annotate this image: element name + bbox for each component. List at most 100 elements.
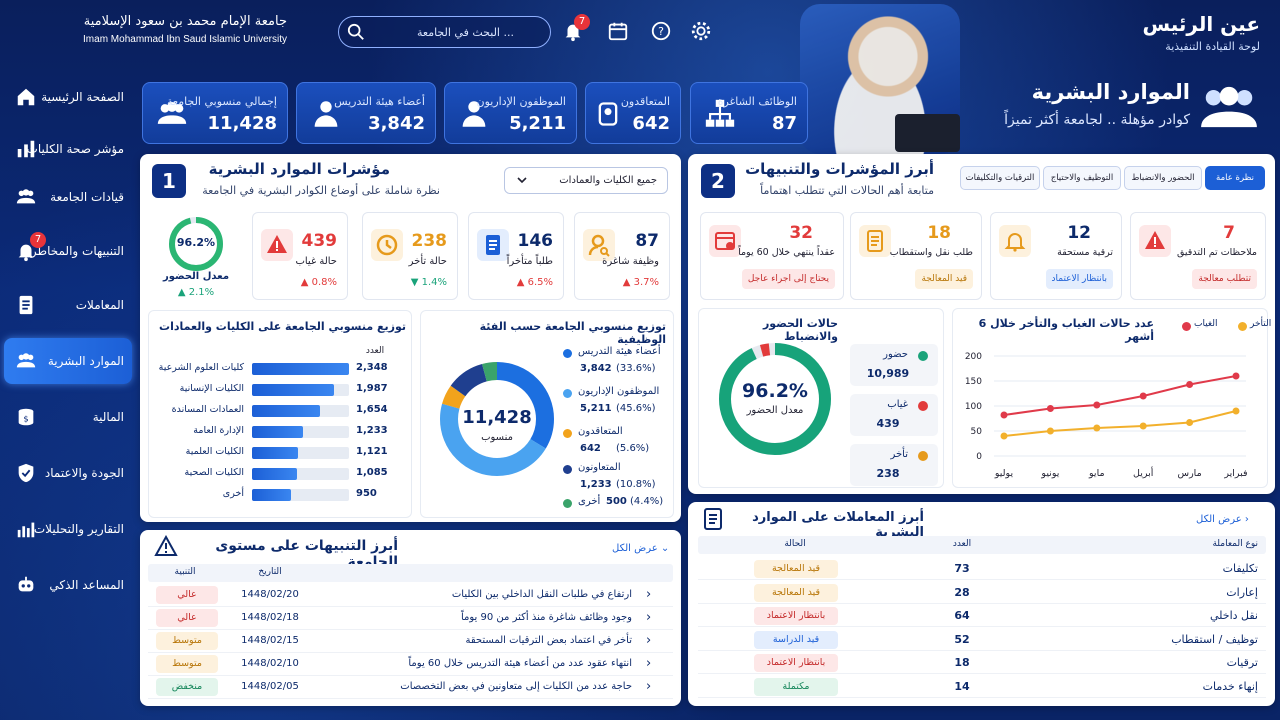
- sidebar-item-label: التقارير والتحليلات: [33, 522, 124, 536]
- row-divider: [698, 649, 1266, 651]
- legend-dot: [563, 429, 572, 438]
- group-icon: [157, 101, 187, 124]
- col-alert-header: التنبية: [174, 567, 196, 577]
- chevron-right-icon[interactable]: ›: [646, 587, 652, 602]
- legend-value: 3,842: [580, 363, 612, 374]
- sidebar-item-alerts[interactable]: 7 التنبيهات والمخاطر: [4, 228, 132, 274]
- college-value: 1,121: [356, 446, 388, 457]
- x-tick-label: مايو: [1088, 468, 1105, 479]
- attendance-rate: 96.2%: [742, 380, 808, 402]
- chevron-right-icon[interactable]: ›: [646, 633, 652, 648]
- col-type-header: نوع المعاملة: [1212, 539, 1258, 549]
- sidebar-item-quality[interactable]: الجودة والاعتماد: [4, 450, 132, 496]
- tab-overview[interactable]: نظرة عامة: [1205, 166, 1265, 190]
- x-tick-label: أبريل: [1133, 466, 1154, 479]
- data-point: [1139, 392, 1147, 400]
- sidebar-item-leaders[interactable]: قيادات الجامعة: [4, 174, 132, 220]
- data-point: [1093, 424, 1101, 432]
- alert-text[interactable]: وجود وظائف شاغرة منذ أكثر من 90 يوماً: [460, 612, 632, 623]
- transaction-type[interactable]: ترقيات: [1226, 656, 1258, 669]
- transaction-status-pill: قيد المعالجة: [754, 560, 838, 578]
- sidebar-item-transactions[interactable]: المعاملات: [4, 282, 132, 328]
- row-divider: [148, 675, 673, 676]
- user-search-icon: [583, 229, 615, 261]
- sidebar-item-finance[interactable]: $ المالية: [4, 394, 132, 440]
- series-line: [1003, 410, 1237, 437]
- notification-badge: 7: [574, 14, 590, 30]
- chevron-right-icon[interactable]: ›: [646, 656, 652, 671]
- series-line: [1003, 375, 1237, 416]
- transaction-type[interactable]: توظيف / استقطاب: [1171, 632, 1258, 646]
- kpi-value: 238: [411, 231, 448, 251]
- x-tick-label: فبراير: [1223, 468, 1247, 479]
- alert-label: ملاحظات تم التدقيق: [1177, 247, 1257, 258]
- sidebar-item-hr[interactable]: الموارد البشرية: [4, 338, 132, 384]
- legend-dot: [563, 465, 572, 474]
- app-brand: عين الرئيس لوحة القيادة التنفيذية: [1142, 12, 1260, 53]
- alert-text[interactable]: انتهاء عقود عدد من أعضاء هيئة التدريس خل…: [408, 658, 632, 669]
- row-divider: [148, 606, 673, 607]
- sidebar-item-label: المالية: [92, 410, 124, 424]
- college-bar: [252, 405, 321, 417]
- legend-value: 642: [580, 443, 601, 454]
- stat-value: 3,842: [368, 113, 425, 134]
- legend-name: أخرى: [578, 496, 601, 507]
- tab-attendance[interactable]: الحضور والانضباط: [1124, 166, 1202, 190]
- sidebar-item-assistant[interactable]: المساعد الذكي: [4, 562, 132, 608]
- kpi-value: 87: [635, 231, 659, 251]
- kpi-value: 146: [517, 231, 554, 251]
- data-point: [1046, 427, 1054, 435]
- transaction-count: 64: [954, 609, 970, 622]
- stat-admin-staff: الموظفون الإداريون 5,211: [444, 82, 577, 144]
- chevron-right-icon[interactable]: ›: [646, 610, 652, 625]
- laptop-graphic: [895, 114, 960, 152]
- transaction-count: 28: [954, 585, 970, 599]
- legend-name: المتعاونون: [578, 462, 621, 473]
- alert-text[interactable]: حاجة عدد من الكليات إلى متعاونين في بعض …: [400, 681, 632, 692]
- transaction-count: 73: [954, 562, 970, 575]
- tab-promotions[interactable]: الترقيات والتكليفات: [960, 166, 1040, 190]
- robot-icon: [18, 576, 34, 592]
- transaction-type[interactable]: إعارات: [1226, 585, 1258, 599]
- stat-value: 642: [632, 113, 670, 134]
- data-point: [1093, 401, 1101, 409]
- university-name-en: Imam Mohammad Ibn Saud Islamic Universit…: [83, 34, 287, 45]
- sidebar-item-college-health[interactable]: مؤشر صحة الكليات: [4, 126, 132, 172]
- trend-chart-title: عدد حالات الغياب والتأخر خلال 6 أشهر: [978, 317, 1154, 343]
- people-icon: [1201, 86, 1257, 128]
- sidebar-item-home[interactable]: الصفحة الرئيسية: [4, 74, 132, 120]
- alerts-view-all-link[interactable]: عرض الكل ⌄: [612, 543, 670, 554]
- col-status-header: الحالة: [784, 539, 806, 549]
- alert-card-promotion: 12 ترقية مستحقة بانتظار الاعتماد: [990, 212, 1122, 300]
- stat-value: 87: [771, 113, 797, 134]
- college-name: الكليات الإنسانية: [179, 383, 244, 394]
- alert-date: 1448/02/10: [241, 658, 299, 669]
- alert-card-audit: 7 ملاحظات تم التدقيق تتطلب معالجة: [1130, 212, 1266, 300]
- calendar-icon[interactable]: [607, 20, 629, 42]
- tab-recruitment[interactable]: التوظيف والاحتياج: [1043, 166, 1121, 190]
- gear-icon[interactable]: [690, 20, 712, 42]
- transaction-type[interactable]: نقل داخلي: [1209, 609, 1258, 622]
- kpi-value: 439: [301, 231, 338, 251]
- x-tick-label: يوليو: [994, 468, 1014, 479]
- row-divider: [148, 652, 673, 653]
- transactions-view-all-link[interactable]: عرض الكل ›: [1196, 514, 1249, 525]
- kpi-vacant-jobs: 87 وظيفة شاغرة ▲ 3.7%: [574, 212, 670, 300]
- alert-level-pill: عالي: [156, 609, 218, 627]
- help-icon[interactable]: ?: [650, 20, 672, 42]
- alert-text[interactable]: ارتفاع في طلبات النقل الداخلي بين الكليا…: [451, 589, 632, 600]
- college-value: 1,654: [356, 404, 388, 415]
- transaction-type[interactable]: تكليفات: [1222, 562, 1258, 575]
- legend-dot: [563, 499, 572, 508]
- chevron-right-icon[interactable]: ›: [646, 679, 652, 694]
- college-filter-dropdown[interactable]: جميع الكليات والعمادات: [504, 167, 668, 194]
- document-icon: [19, 295, 33, 315]
- transaction-type[interactable]: إنهاء خدمات: [1202, 679, 1258, 693]
- teacher-icon: [314, 101, 338, 127]
- search-input[interactable]: البحث في الجامعة ...: [338, 16, 551, 48]
- search-placeholder: البحث في الجامعة ...: [416, 25, 514, 39]
- sidebar-item-reports[interactable]: التقارير والتحليلات: [4, 506, 132, 552]
- university-alerts-panel: [140, 530, 681, 706]
- alert-text[interactable]: تأخر في اعتماد بعض الترقيات المستحقة: [465, 635, 632, 646]
- stat-label: الوظائف الشاغرة: [717, 95, 797, 108]
